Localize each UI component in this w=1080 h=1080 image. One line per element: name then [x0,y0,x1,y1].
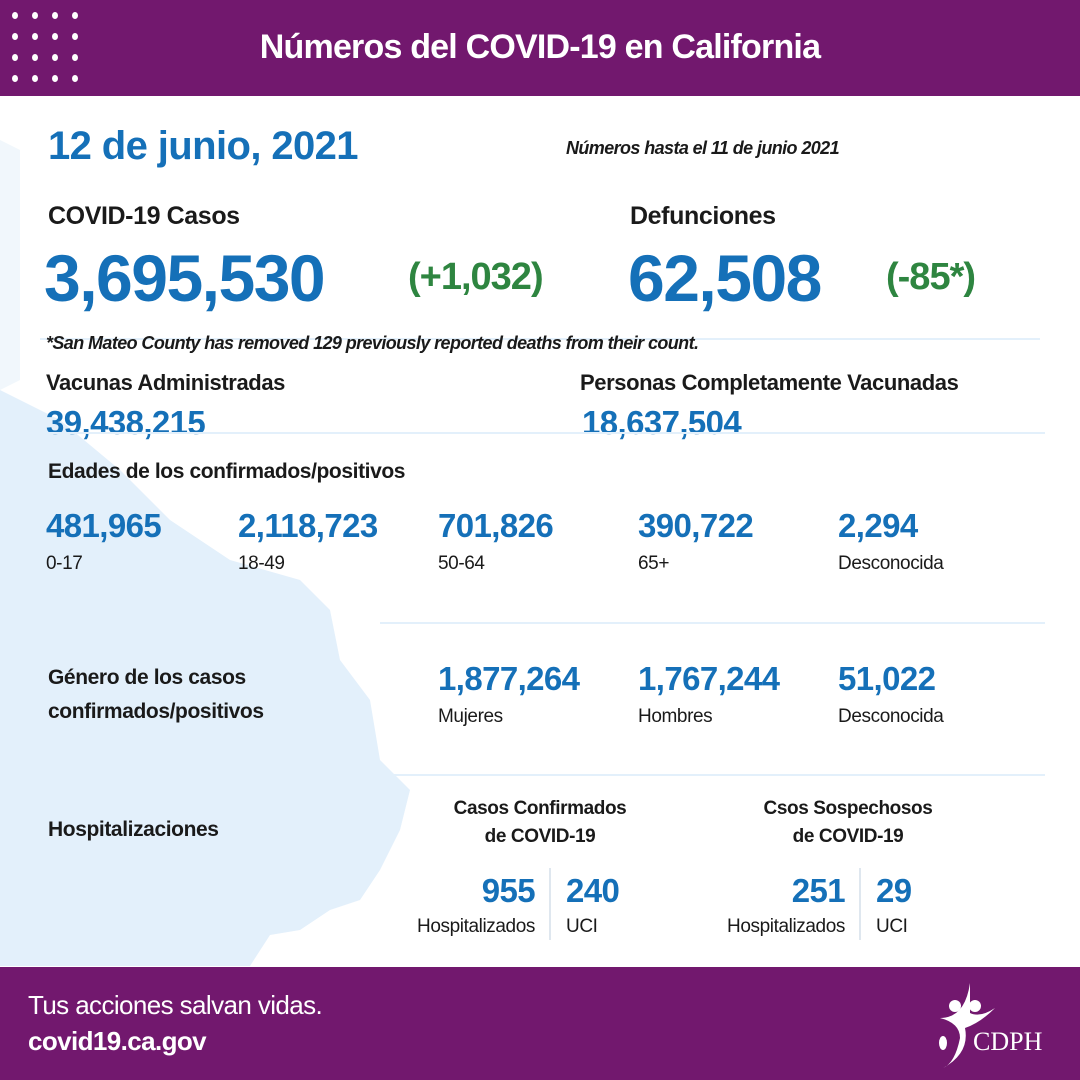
cdph-logo-text: CDPH [973,1027,1043,1056]
confirmed-icu-label: UCI [566,916,598,937]
age-label: Desconocida [838,553,944,574]
footer-bar [0,967,1080,1080]
age-label: 50-64 [438,553,485,574]
ages-title: Edades de los confirmados/positivos [48,460,406,483]
confirmed-hosp-label: Hospitalizados [417,916,535,937]
footer-tagline: Tus acciones salvan vidas. [28,990,323,1020]
gender-title-line2: confirmados/positivos [48,700,264,723]
separator [859,868,861,940]
gender-label: Mujeres [438,706,503,727]
footnote: *San Mateo County has removed 129 previo… [46,333,699,353]
suspected-hosp-value: 251 [791,872,846,909]
confirmed-title-line1: Casos Confirmados [453,798,627,819]
suspected-hosp-label: Hospitalizados [727,916,845,937]
cases-label: COVID-19 Casos [48,202,240,230]
vaccines-label: Vacunas Administradas [46,370,285,395]
separator [549,868,551,940]
vaccines-value: 39,438,215 [46,404,206,441]
suspected-title-line1: Csos Sospechosos [763,798,933,819]
header-bar [0,0,1080,96]
age-label: 18-49 [238,553,285,574]
suspected-title-line2: de COVID-19 [792,826,904,847]
age-label: 65+ [638,553,670,574]
dots-decoration [10,10,90,90]
age-value: 701,826 [438,507,554,544]
fully-vaccinated-value: 18,637,504 [582,404,742,441]
confirmed-icu-value: 240 [566,872,620,909]
deaths-change: (-85*) [886,256,976,298]
gender-value: 51,022 [838,660,936,697]
deaths-value: 62,508 [628,241,822,315]
age-value: 390,722 [638,507,754,544]
age-value: 2,294 [838,507,918,544]
divider [40,338,1040,340]
age-value: 481,965 [46,507,162,544]
suspected-icu-label: UCI [876,916,908,937]
deaths-label: Defunciones [630,202,776,230]
gender-title-line1: Género de los casos [48,666,246,689]
fully-vaccinated-label: Personas Completamente Vacunadas [580,370,959,395]
divider [40,432,1045,434]
gender-label: Hombres [638,706,713,727]
gender-label: Desconocida [838,706,944,727]
age-label: 0-17 [46,553,83,574]
divider [380,622,1045,624]
data-as-of: Números hasta el 11 de junio 2021 [566,138,840,158]
footer-url[interactable]: covid19.ca.gov [28,1026,207,1056]
confirmed-hosp-value: 955 [481,872,536,909]
california-map-background [0,140,410,966]
cases-change: (+1,032) [408,256,544,298]
age-value: 2,118,723 [238,507,378,544]
gender-value: 1,877,264 [438,660,580,697]
cdph-logo: CDPH [939,983,1043,1068]
page-title: Números del COVID-19 en California [259,28,821,66]
suspected-icu-value: 29 [876,872,912,909]
confirmed-title-line2: de COVID-19 [484,826,596,847]
hosp-title: Hospitalizaciones [48,818,219,841]
report-date: 12 de junio, 2021 [48,124,359,168]
divider [380,774,1045,776]
cases-value: 3,695,530 [44,241,326,315]
gender-value: 1,767,244 [638,660,780,697]
